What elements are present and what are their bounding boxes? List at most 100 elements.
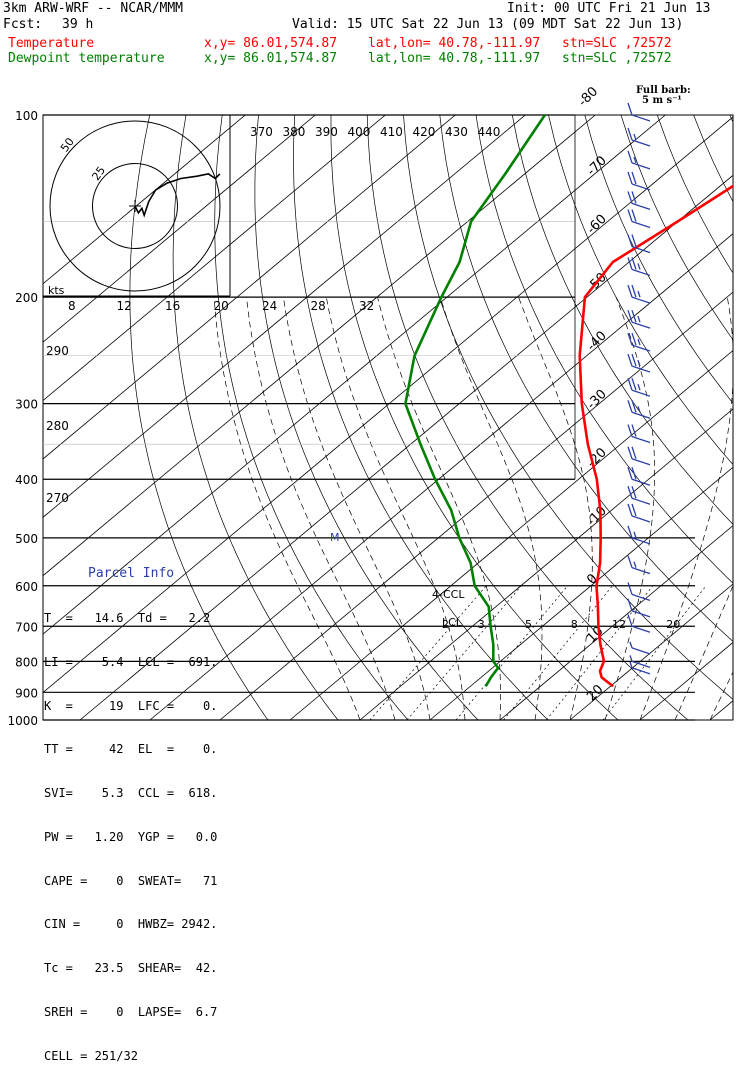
theta-e-label: 440 [478,125,501,139]
parcel-row: Tc = 23.5 SHEAR= 42. [44,961,232,976]
wind-barb-staff [632,163,650,169]
wind-barb-flag [628,191,632,203]
wind-barb-half-flag [634,562,636,568]
mixing-ratio-label: 8 [571,618,578,631]
parcel-row: CELL = 251/32 [44,1049,232,1064]
speed-tick-label: 12 [117,299,132,313]
speed-tick-label: 16 [165,299,180,313]
dry-adiabat-label: 290 [46,344,69,358]
wind-barb-half-flag [630,642,632,648]
wind-barb [628,354,650,372]
isotherm-label: -60 [584,212,610,238]
wind-barb-flag [632,467,636,479]
pressure-tick-label: 1000 [7,714,38,728]
wind-barb-flag [632,172,636,184]
wind-barb [628,310,650,328]
wind-barb-flag [632,210,636,222]
parcel-info-panel: Parcel Info T = 14.6 Td = 2.2 LI = 5.4 L… [44,538,232,728]
pressure-tick-label: 400 [15,473,38,487]
wind-barb-staff [632,203,650,209]
theta-e-label: 420 [413,125,436,139]
wind-barb [628,151,650,169]
pressure-tick-label: 600 [15,580,38,594]
theta-e-label: 370 [250,125,273,139]
moist-adiabat-line [283,297,430,720]
wind-barb-staff [632,626,650,632]
wind-barb-flag [628,400,632,412]
wind-barb [628,526,650,544]
wind-barb-flag [632,447,636,459]
dry-adiabat-line [294,115,549,720]
wind-barb [628,447,650,465]
wind-barb-staff [632,345,650,351]
wind-barb-flag [632,504,636,516]
barb-legend: Full barb: 5 m s⁻¹ [636,86,691,106]
theta-e-label: 380 [283,125,306,139]
wind-barb [628,378,650,396]
wind-barb-half-flag [638,384,640,390]
wind-barb-flag [628,425,632,437]
parcel-row: T = 14.6 Td = 2.2 [44,611,232,626]
wind-barb-staff [632,297,650,303]
wind-barb-flag [628,172,632,184]
hodograph-ring-label: 50 [58,135,77,154]
pressure-tick-label: 300 [15,398,38,412]
mixing-ratio-label: 12 [612,618,626,631]
wind-barb [628,333,650,351]
parcel-row: CIN = 0 HWBZ= 2942. [44,917,232,932]
isotherm-label: -80 [576,84,602,110]
wind-barb-staff [632,140,650,146]
wind-barb-flag [628,103,632,115]
pressure-tick-label: 100 [15,109,38,123]
speed-tick-label: 24 [262,299,277,313]
moist-adiabat-line [378,297,501,720]
wind-barb-staff [632,322,650,328]
wind-barb [628,504,650,522]
dry-adiabat-line [215,115,408,720]
wind-barb [628,599,650,617]
wind-barb-staff [632,269,650,275]
moist-adiabat-line [214,297,360,720]
wind-barb-staff [632,498,650,504]
wind-barb-flag [628,235,632,247]
mixing-ratio-line [546,586,652,720]
wind-barb-staff [632,611,650,617]
isotherm-line [710,115,740,720]
hodograph-ring-label: 25 [89,164,108,183]
parcel-info-title: Parcel Info [44,567,232,582]
barb-legend-unit: 5 m s⁻¹ [636,96,691,106]
pressure-tick-label: 200 [15,291,38,305]
wind-barb-half-flag [638,263,640,269]
speed-tick-label: 28 [311,299,326,313]
mixing-ratio-label: 5 [525,618,532,631]
pressure-tick-label: 800 [15,655,38,669]
mixing-ratio-line [603,586,706,720]
wind-barb-flag [628,257,632,269]
wind-barb-flag [632,354,636,366]
pressure-tick-label: 900 [15,686,38,700]
wind-barb-flag [628,210,632,222]
moist-adiabat-line [247,297,396,720]
wind-barb-staff [632,222,650,228]
wind-barb-flag [632,285,636,297]
parcel-row: SREH = 0 LAPSE= 6.7 [44,1005,232,1020]
wind-barb-flag [628,556,632,568]
wind-barbs [628,103,650,674]
wind-barb-staff [632,648,650,654]
isotherm-label: -40 [584,329,610,355]
wind-barb [628,486,650,504]
parcel-row: SVI= 5.3 CCL = 618. [44,786,232,801]
lcl-marker: LCL [442,616,463,629]
parcel-row: PW = 1.20 YGP = 0.0 [44,830,232,845]
dry-adiabat-label: 270 [46,491,69,505]
wind-barb-half-flag [634,532,636,538]
theta-e-label: 390 [315,125,338,139]
isotherm-label: 20 [584,682,606,704]
wind-barb-flag [632,191,636,203]
wind-barb-flag [632,257,636,269]
wind-barb [628,556,650,574]
parcel-row: CAPE = 0 SWEAT= 71 [44,874,232,889]
theta-e-label: 430 [445,125,468,139]
theta-e-label: 400 [348,125,371,139]
